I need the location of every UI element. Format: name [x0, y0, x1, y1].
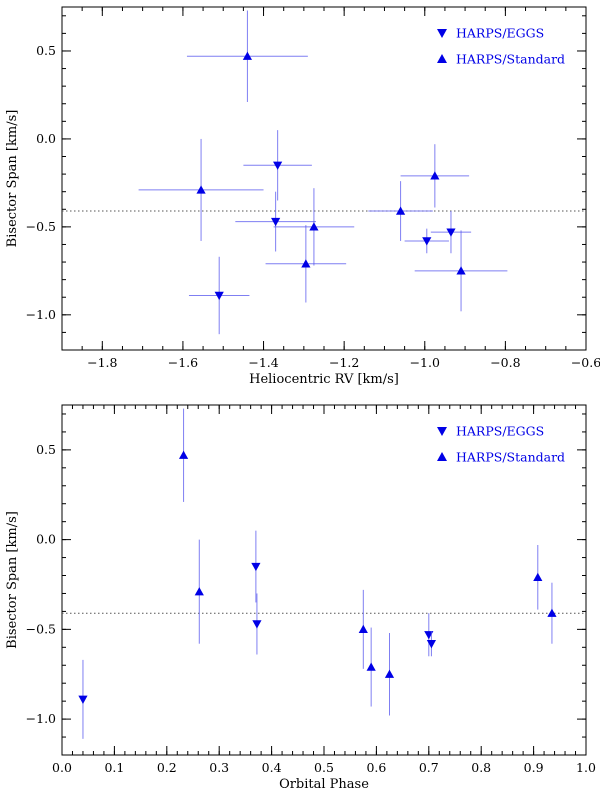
phase-legend-label: HARPS/Standard [456, 450, 565, 465]
rv-x-tick-label: −0.8 [490, 355, 520, 370]
phase-eggs-point [251, 562, 261, 572]
rv-standard-point [301, 259, 311, 268]
rv-x-tick-label: −0.6 [571, 355, 600, 370]
phase-standard-point [358, 624, 368, 634]
rv-eggs-point [446, 228, 456, 237]
phase-panel: 0.0 0.1 0.2 0.3 0.4 0.5 0.6 0.7 0.8 0.9 1.0 0.5 0.0 −… [5, 404, 596, 789]
rv-standard-point [242, 51, 253, 60]
rv-y-tick-label: −0.5 [26, 219, 56, 234]
rv-x-tick-label: −1.8 [87, 355, 117, 370]
phase-x-tick-label: 0.4 [262, 760, 282, 775]
rv-eggs-point [273, 161, 283, 170]
rv-eggs-point [271, 217, 281, 227]
phase-eggs-point [426, 640, 437, 649]
rv-x-axis-label: Heliocentric RV [km/s] [249, 372, 399, 387]
rv-eggs-point [422, 237, 432, 246]
phase-y-tick-label: 0.5 [36, 442, 56, 457]
phase-standard-point [194, 587, 204, 596]
phase-y-tick-label: −0.5 [26, 621, 56, 636]
phase-standard-point [547, 608, 557, 617]
phase-x-tick-label: 0.8 [471, 760, 491, 775]
phase-x-tick-label: 0.1 [104, 760, 124, 775]
phase-standard-point [366, 662, 376, 671]
phase-x-axis-label: Orbital Phase [279, 777, 369, 789]
phase-x-tick-label: 1.0 [576, 760, 596, 775]
phase-y-axis-label: Bisector Span [km/s] [5, 511, 20, 649]
rv-x-tick-label: −1.2 [329, 355, 359, 370]
phase-x-tick-label: 0.3 [209, 760, 229, 775]
rv-panel: −1.8 −1.6 −1.4 −1.2 −1.0 −0.8 −0.6 0.5 0.0 −0.5 −1… [5, 6, 600, 387]
rv-x-tick-label: −1.0 [410, 355, 440, 370]
phase-x-tick-label: 0.9 [524, 760, 544, 775]
phase-standard-point [533, 572, 543, 581]
phase-eggs-point [424, 631, 434, 640]
phase-standard-point [178, 450, 189, 459]
phase-x-tick-label: 0.2 [157, 760, 177, 775]
phase-y-tick-label: 0.0 [36, 532, 56, 547]
rv-standard-point [196, 185, 206, 194]
rv-legend-marker [437, 54, 447, 63]
rv-y-axis-label: Bisector Span [km/s] [5, 110, 20, 248]
phase-standard-point [384, 669, 395, 678]
phase-x-tick-label: 0.5 [314, 760, 334, 775]
rv-eggs-point [214, 291, 224, 301]
rv-y-tick-label: −1.0 [26, 307, 56, 322]
rv-legend-marker [437, 29, 447, 38]
rv-standard-point [309, 222, 319, 231]
rv-y-tick-label: 0.5 [36, 43, 56, 58]
rv-x-tick-label: −1.4 [248, 355, 278, 370]
phase-eggs-point [78, 695, 88, 704]
rv-standard-point [456, 266, 466, 275]
rv-legend-label: HARPS/Standard [456, 52, 565, 67]
phase-eggs-point [252, 620, 262, 629]
phase-legend-marker [437, 427, 447, 436]
phase-x-tick-label: 0.6 [366, 760, 386, 775]
rv-x-tick-label: −1.6 [168, 355, 198, 370]
phase-x-tick-label: 0.7 [419, 760, 439, 775]
phase-x-tick-label: 0.0 [52, 760, 72, 775]
rv-standard-point [395, 206, 406, 215]
phase-legend-label: HARPS/EGGS [456, 424, 544, 439]
rv-y-tick-label: 0.0 [36, 131, 56, 146]
rv-legend-label: HARPS/EGGS [456, 26, 544, 41]
phase-y-tick-label: −1.0 [26, 711, 56, 726]
rv-standard-point [430, 171, 440, 180]
phase-legend-marker [437, 452, 447, 461]
